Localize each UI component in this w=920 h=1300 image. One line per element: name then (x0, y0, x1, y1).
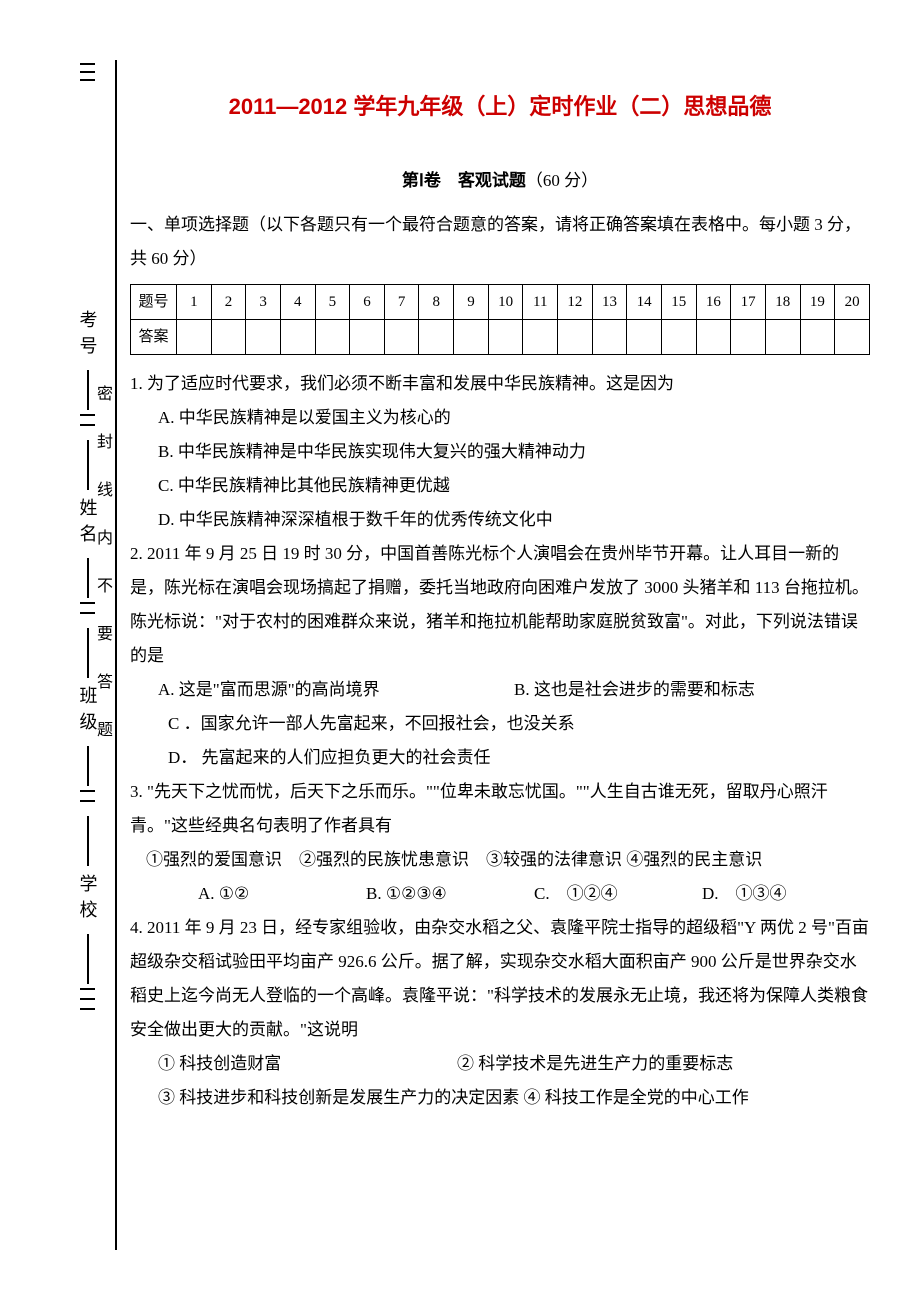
table-answer-cell[interactable] (731, 320, 766, 355)
table-cell: 14 (627, 285, 662, 320)
table-answer-cell[interactable] (627, 320, 662, 355)
table-cell: 17 (731, 285, 766, 320)
question-2: 2. 2011 年 9 月 25 日 19 时 30 分，中国首善陈光标个人演唱… (130, 537, 870, 775)
table-row: 答案 (131, 320, 870, 355)
table-answer-cell[interactable] (696, 320, 731, 355)
table-answer-cell[interactable] (350, 320, 385, 355)
table-cell: 15 (661, 285, 696, 320)
exam-content: 2011—2012 学年九年级（上）定时作业（二）思想品德 第Ⅰ卷 客观试题（6… (130, 85, 870, 1115)
table-answer-cell[interactable] (661, 320, 696, 355)
question-subitem: ② 科学技术是先进生产力的重要标志 (457, 1047, 870, 1081)
question-option: A. 中华民族精神是以爱国主义为核心的 (130, 401, 870, 435)
table-cell: 18 (765, 285, 800, 320)
table-answer-cell[interactable] (523, 320, 558, 355)
table-header-cell: 题号 (131, 285, 177, 320)
question-option: C. 中华民族精神比其他民族精神更优越 (130, 469, 870, 503)
question-stem: 1. 为了适应时代要求，我们必须不断丰富和发展中华民族精神。这是因为 (130, 367, 870, 401)
question-option: B. ①②③④ (366, 877, 534, 911)
table-answer-cell[interactable] (800, 320, 835, 355)
sidebar-school-label: 学校 (75, 874, 101, 926)
table-answer-cell[interactable] (384, 320, 419, 355)
question-option: D. 中华民族精神深深植根于数千年的优秀传统文化中 (130, 503, 870, 537)
table-cell: 2 (211, 285, 246, 320)
question-option: A. ①② (198, 877, 366, 911)
section-header: 第Ⅰ卷 客观试题（60 分） (130, 164, 870, 198)
table-answer-cell[interactable] (592, 320, 627, 355)
question-option: B. 这也是社会进步的需要和标志 (514, 673, 870, 707)
table-header-cell: 答案 (131, 320, 177, 355)
question-option: C. ①②④ (534, 877, 702, 911)
question-option: D． 先富起来的人们应担负更大的社会责任 (130, 741, 870, 775)
table-cell: 5 (315, 285, 350, 320)
table-answer-cell[interactable] (177, 320, 212, 355)
question-stem: 4. 2011 年 9 月 23 日，经专家组验收，由杂交水稻之父、袁隆平院士指… (130, 911, 870, 1047)
section-instructions: 一、单项选择题（以下各题只有一个最符合题意的答案，请将正确答案填在表格中。每小题… (130, 208, 870, 276)
question-stem: 3. "先天下之忧而忧，后天下之乐而乐。""位卑未敢忘忧国。""人生自古谁无死，… (130, 775, 870, 843)
table-answer-cell[interactable] (315, 320, 350, 355)
sidebar-exam-id-label: 考号 (75, 310, 101, 362)
table-answer-cell[interactable] (211, 320, 246, 355)
seal-line-text: 密封线内不要答题 (90, 385, 114, 769)
table-cell: 10 (488, 285, 523, 320)
question-subitems: ①强烈的爱国意识 ②强烈的民族忧患意识 ③较强的法律意识 ④强烈的民主意识 (130, 843, 870, 877)
table-answer-cell[interactable] (558, 320, 593, 355)
section-part: 第Ⅰ卷 (402, 171, 441, 190)
question-3: 3. "先天下之忧而忧，后天下之乐而乐。""位卑未敢忘忧国。""人生自古谁无死，… (130, 775, 870, 911)
vertical-divider (115, 60, 117, 1250)
table-cell: 16 (696, 285, 731, 320)
question-option: A. 这是"富而思源"的高尚境界 (158, 673, 514, 707)
table-cell: 3 (246, 285, 281, 320)
table-cell: 19 (800, 285, 835, 320)
table-answer-cell[interactable] (488, 320, 523, 355)
question-stem: 2. 2011 年 9 月 25 日 19 时 30 分，中国首善陈光标个人演唱… (130, 537, 870, 673)
table-answer-cell[interactable] (765, 320, 800, 355)
question-option: C ．国家允许一部人先富起来，不回报社会，也没关系 (130, 707, 870, 741)
section-name: 客观试题 (458, 171, 526, 190)
table-cell: 4 (280, 285, 315, 320)
table-cell: 6 (350, 285, 385, 320)
table-answer-cell[interactable] (835, 320, 870, 355)
section-points: （60 分） (526, 171, 598, 190)
table-cell: 20 (835, 285, 870, 320)
table-cell: 11 (523, 285, 558, 320)
table-cell: 1 (177, 285, 212, 320)
exam-title: 2011—2012 学年九年级（上）定时作业（二）思想品德 (130, 85, 870, 129)
question-subitem: ③ 科技进步和科技创新是发展生产力的决定因素 ④ 科技工作是全党的中心工作 (130, 1081, 870, 1115)
answer-table: 题号 1 2 3 4 5 6 7 8 9 10 11 12 13 14 15 1… (130, 284, 870, 355)
question-1: 1. 为了适应时代要求，我们必须不断丰富和发展中华民族精神。这是因为 A. 中华… (130, 367, 870, 537)
table-answer-cell[interactable] (419, 320, 454, 355)
table-cell: 8 (419, 285, 454, 320)
table-cell: 13 (592, 285, 627, 320)
table-cell: 7 (384, 285, 419, 320)
table-answer-cell[interactable] (246, 320, 281, 355)
question-option: D. ①③④ (702, 877, 870, 911)
table-answer-cell[interactable] (454, 320, 489, 355)
table-cell: 12 (558, 285, 593, 320)
table-cell: 9 (454, 285, 489, 320)
question-option: B. 中华民族精神是中华民族实现伟大复兴的强大精神动力 (130, 435, 870, 469)
table-answer-cell[interactable] (280, 320, 315, 355)
question-4: 4. 2011 年 9 月 23 日，经专家组验收，由杂交水稻之父、袁隆平院士指… (130, 911, 870, 1115)
table-row: 题号 1 2 3 4 5 6 7 8 9 10 11 12 13 14 15 1… (131, 285, 870, 320)
question-subitem: ① 科技创造财富 (158, 1047, 457, 1081)
